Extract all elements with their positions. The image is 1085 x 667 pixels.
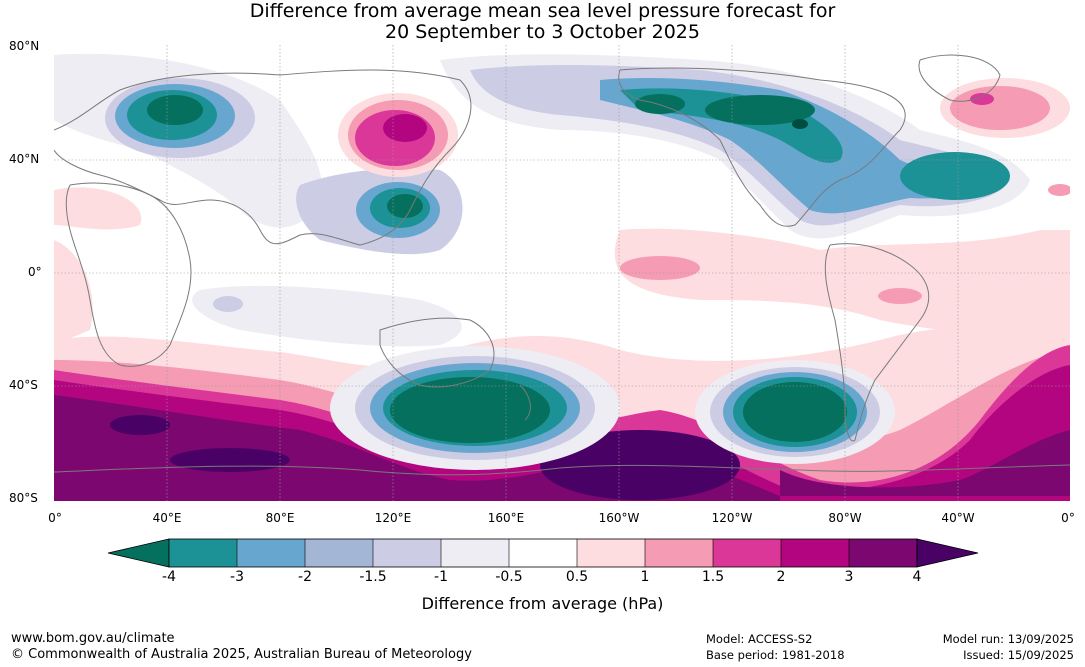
lon-label-120e: 120°E — [375, 511, 412, 525]
colorbar-tick: -1 — [434, 569, 448, 585]
lon-label-0-right: 0° — [1061, 511, 1075, 525]
colorbar-tick: -4 — [162, 569, 176, 585]
colorbar — [108, 539, 978, 567]
lon-label-160w: 160°W — [599, 511, 640, 525]
lon-label-0-left: 0° — [48, 511, 62, 525]
lon-label-160e: 160°E — [488, 511, 525, 525]
footer-model-run: Model run: 13/09/2025 — [943, 631, 1074, 647]
lon-label-40w: 40°W — [941, 511, 974, 525]
footer-base-period: Base period: 1981-2018 — [706, 647, 845, 663]
footer-copyright: © Commonwealth of Australia 2025, Austra… — [11, 647, 472, 663]
lon-label-40e: 40°E — [153, 511, 182, 525]
colorbar-label: Difference from average (hPa) — [0, 594, 1085, 613]
lat-label-80s: 80°S — [9, 491, 38, 505]
colorbar-tick: 0.5 — [566, 569, 588, 585]
lon-label-80e: 80°E — [266, 511, 295, 525]
colorbar-tick: -3 — [230, 569, 244, 585]
colorbar-tick: -1.5 — [359, 569, 386, 585]
colorbar-tick: 4 — [913, 569, 922, 585]
footer-issued: Issued: 15/09/2025 — [963, 647, 1074, 663]
lon-label-80w: 80°W — [828, 511, 861, 525]
lat-label-0: 0° — [28, 265, 42, 279]
lon-label-120w: 120°W — [712, 511, 753, 525]
colorbar-tick: -0.5 — [495, 569, 522, 585]
footer-model: Model: ACCESS-S2 — [706, 631, 812, 647]
colorbar-tick: 1 — [641, 569, 650, 585]
colorbar-tick: -2 — [298, 569, 312, 585]
colorbar-tick: 3 — [845, 569, 854, 585]
lat-label-40s: 40°S — [9, 378, 38, 392]
lat-label-80n: 80°N — [9, 39, 39, 53]
pressure-anomaly-map — [0, 0, 1085, 667]
lat-label-40n: 40°N — [9, 152, 39, 166]
colorbar-tick: 2 — [777, 569, 786, 585]
colorbar-tick: 1.5 — [702, 569, 724, 585]
footer-website: www.bom.gov.au/climate — [11, 631, 175, 647]
